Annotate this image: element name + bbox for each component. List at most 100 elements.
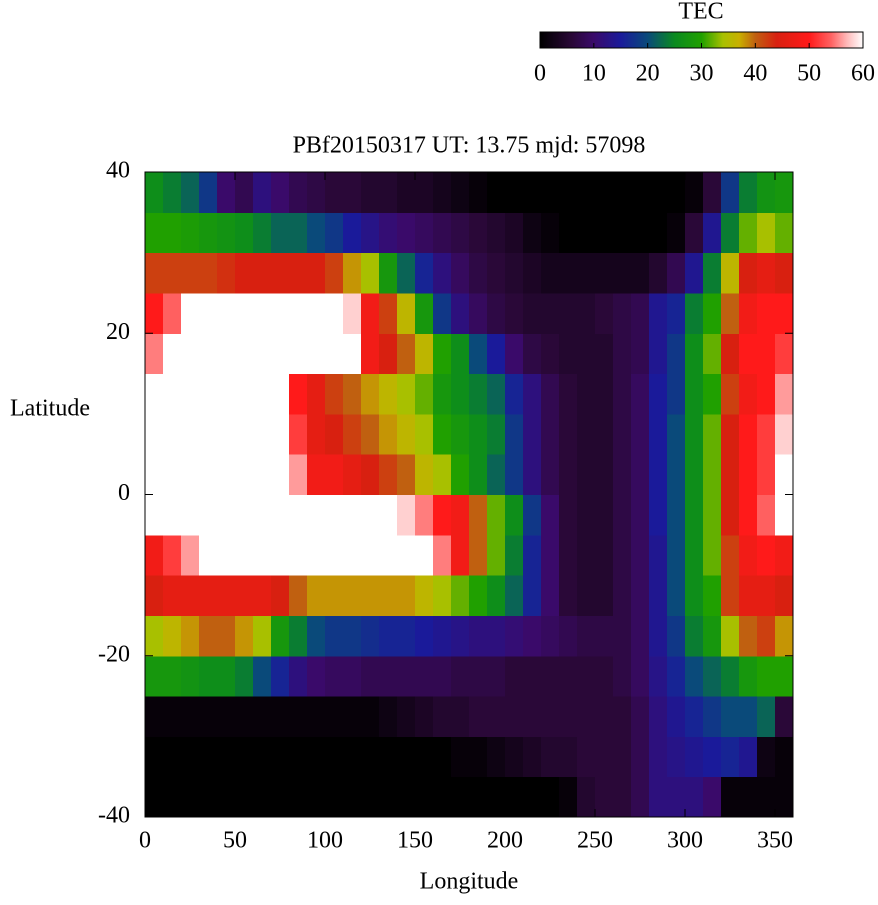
heatmap-cell: [667, 252, 686, 294]
heatmap-cell: [235, 373, 254, 415]
heatmap-cell: [271, 534, 290, 576]
heatmap-cell: [235, 454, 254, 495]
x-tick-label: 350: [757, 828, 793, 854]
heatmap-cell: [145, 292, 164, 334]
heatmap-cell: [379, 776, 398, 818]
heatmap-cell: [775, 252, 794, 294]
heatmap-cell: [595, 292, 614, 334]
heatmap-cell: [433, 454, 452, 495]
heatmap-cell: [469, 454, 488, 495]
heatmap-cell: [487, 776, 506, 818]
heatmap-cell: [271, 454, 290, 495]
heatmap-cell: [199, 292, 218, 334]
heatmap-cell: [397, 534, 416, 576]
heatmap-cell: [181, 373, 200, 415]
heatmap-cell: [361, 172, 380, 213]
heatmap-cell: [523, 212, 542, 254]
heatmap-cell: [721, 252, 740, 294]
heatmap-cell: [721, 373, 740, 415]
heatmap-cell: [649, 776, 668, 818]
heatmap-cell: [775, 413, 794, 455]
heatmap-cell: [415, 292, 434, 334]
heatmap-cell: [451, 373, 470, 415]
heatmap-cell: [667, 212, 686, 254]
heatmap-cell: [271, 776, 290, 818]
heatmap-cell: [649, 292, 668, 334]
colorbar-tick-label: 20: [636, 61, 660, 87]
heatmap-cell: [541, 373, 560, 415]
heatmap-cell: [721, 534, 740, 576]
heatmap-cell: [235, 736, 254, 778]
heatmap-cell: [145, 575, 164, 616]
heatmap-cell: [613, 333, 632, 375]
heatmap-cell: [217, 575, 236, 616]
heatmap-cell: [685, 292, 704, 334]
heatmap-cell: [703, 454, 722, 495]
heatmap-cell: [181, 292, 200, 334]
heatmap-cell: [775, 333, 794, 375]
heatmap-cell: [559, 454, 578, 495]
heatmap-cell: [289, 373, 308, 415]
heatmap-cell: [487, 172, 506, 213]
colorbar-tick-label: 40: [743, 61, 767, 87]
heatmap-cell: [775, 534, 794, 576]
heatmap-cell: [631, 413, 650, 455]
heatmap-cell: [253, 252, 272, 294]
heatmap-cell: [703, 696, 722, 737]
heatmap-cell: [667, 575, 686, 616]
heatmap-cell: [739, 413, 758, 455]
heatmap-cell: [577, 413, 596, 455]
x-tick-label: 100: [307, 828, 343, 854]
heatmap-cell: [307, 454, 326, 495]
heatmap-cell: [397, 615, 416, 657]
heatmap-cell: [181, 615, 200, 657]
heatmap-cell: [595, 413, 614, 455]
heatmap-cell: [631, 575, 650, 616]
heatmap-cell: [595, 172, 614, 213]
heatmap-cell: [703, 494, 722, 536]
heatmap-cell: [433, 776, 452, 818]
heatmap-cell: [199, 454, 218, 495]
heatmap-cell: [559, 413, 578, 455]
heatmap-cell: [415, 615, 434, 657]
heatmap-cell: [307, 333, 326, 375]
heatmap-cell: [271, 373, 290, 415]
heatmap-cell: [217, 292, 236, 334]
heatmap-cell: [469, 413, 488, 455]
heatmap-cell: [577, 655, 596, 697]
heatmap-cell: [253, 373, 272, 415]
heatmap-cell: [703, 575, 722, 616]
heatmap-cell: [541, 776, 560, 818]
heatmap-cell: [613, 736, 632, 778]
heatmap-cell: [379, 252, 398, 294]
heatmap-cell: [199, 736, 218, 778]
heatmap-cell: [343, 776, 362, 818]
heatmap-cell: [721, 696, 740, 737]
heatmap-cell: [487, 534, 506, 576]
heatmap-cell: [361, 413, 380, 455]
heatmap-cell: [235, 172, 254, 213]
heatmap-cell: [343, 534, 362, 576]
heatmap-cell: [505, 373, 524, 415]
heatmap-cell: [631, 736, 650, 778]
heatmap-cell: [595, 534, 614, 576]
heatmap-cell: [271, 696, 290, 737]
heatmap-cell: [253, 615, 272, 657]
heatmap-cell: [595, 615, 614, 657]
heatmap-cell: [217, 373, 236, 415]
heatmap-cell: [289, 615, 308, 657]
heatmap-cell: [325, 615, 344, 657]
heatmap-cell: [685, 575, 704, 616]
heatmap-cell: [667, 494, 686, 536]
heatmap-cell: [469, 615, 488, 657]
heatmap-cell: [487, 413, 506, 455]
heatmap-cell: [307, 252, 326, 294]
heatmap-cell: [487, 292, 506, 334]
heatmap-cell: [595, 373, 614, 415]
heatmap-cell: [361, 454, 380, 495]
heatmap-cell: [343, 736, 362, 778]
heatmap-cell: [271, 615, 290, 657]
heatmap-cell: [397, 333, 416, 375]
heatmap-cell: [271, 252, 290, 294]
